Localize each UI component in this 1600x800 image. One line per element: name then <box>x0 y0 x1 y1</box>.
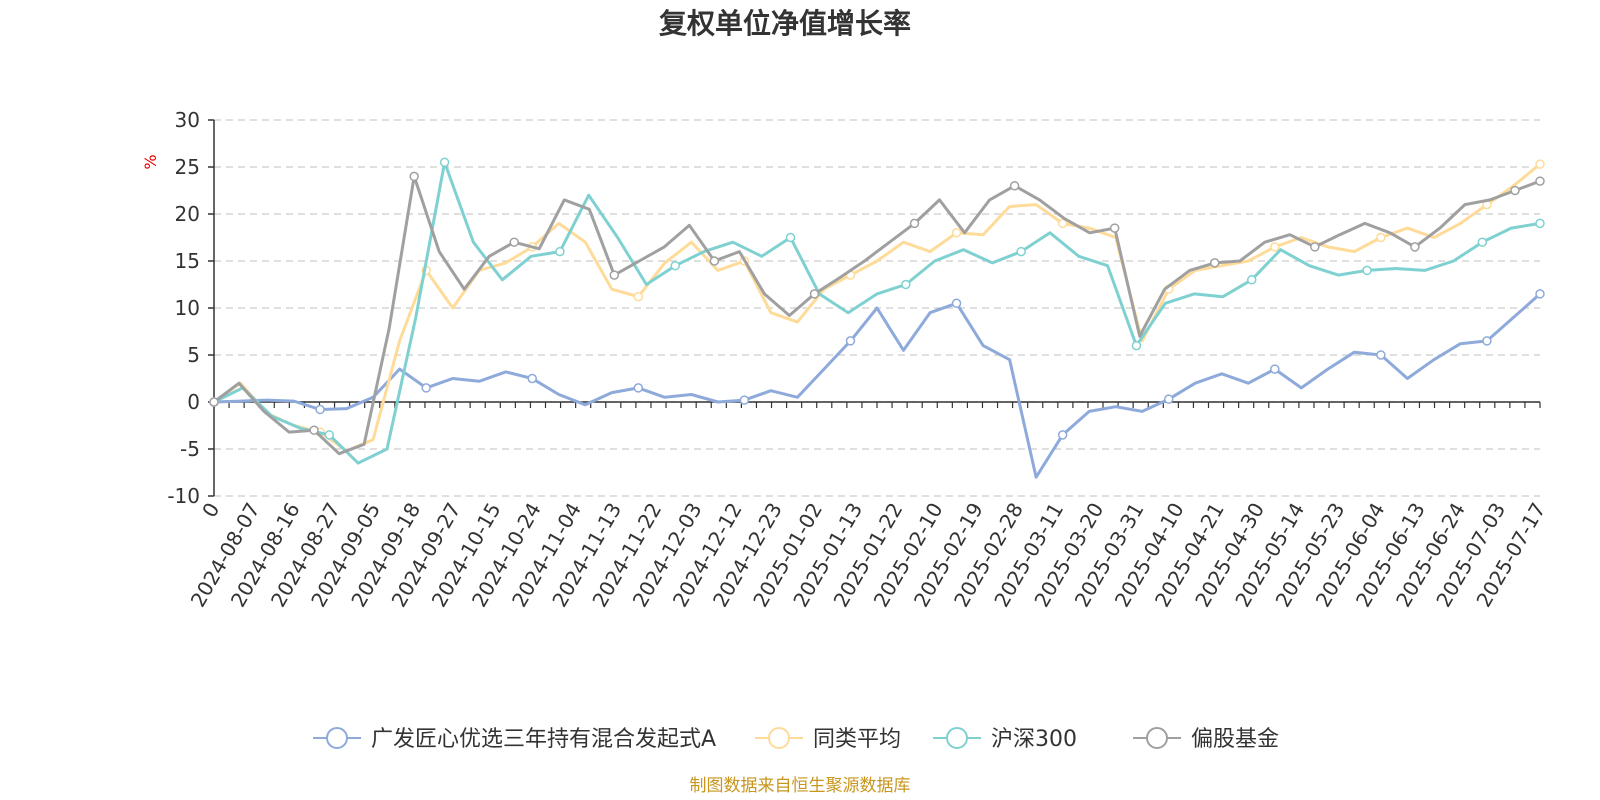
data-point <box>309 425 319 435</box>
data-point <box>509 237 519 247</box>
legend-marker-icon <box>768 727 790 749</box>
series-2 <box>209 157 1545 465</box>
data-point <box>1535 289 1545 299</box>
data-point <box>1535 159 1545 169</box>
data-point <box>1535 218 1545 229</box>
legend-label: 广发匠心优选三年持有混合发起式A <box>371 727 716 752</box>
data-point <box>951 298 962 309</box>
data-point <box>1477 237 1488 247</box>
data-point <box>315 404 325 415</box>
legend-marker-icon <box>1146 727 1168 749</box>
legend-item[interactable]: 偏股基金 <box>1133 727 1279 752</box>
y-axis-unit: % <box>141 154 160 169</box>
data-point <box>633 383 644 393</box>
chart-title: 复权单位净值增长率 <box>659 7 911 40</box>
data-point <box>670 260 680 271</box>
data-point <box>1376 232 1386 243</box>
data-point <box>1210 258 1220 268</box>
legend[interactable]: 广发匠心优选三年持有混合发起式A 同类平均 沪深300 偏股基金 <box>313 727 1279 752</box>
y-tick-label: 10 <box>175 296 200 320</box>
series-group <box>209 157 1545 479</box>
data-point <box>1109 223 1120 233</box>
data-point <box>1482 336 1492 346</box>
data-point <box>1057 430 1068 440</box>
data-point <box>1270 364 1280 374</box>
data-point <box>1510 185 1520 196</box>
series-line <box>213 292 1541 479</box>
y-tick-label: 30 <box>175 108 200 132</box>
data-point <box>709 256 720 266</box>
y-tick-label: 20 <box>175 202 200 226</box>
legend-marker-icon <box>326 727 348 749</box>
y-tick-label: -5 <box>180 437 200 461</box>
data-point <box>1270 242 1280 252</box>
legend-label: 沪深300 <box>991 727 1077 752</box>
y-tick-label: 15 <box>175 249 200 273</box>
data-point <box>809 289 820 299</box>
data-point <box>421 383 431 393</box>
series-line <box>213 174 1541 456</box>
data-point <box>324 430 335 440</box>
legend-label: 同类平均 <box>813 727 901 752</box>
data-point <box>633 291 644 302</box>
data-point <box>909 218 920 229</box>
legend-item[interactable]: 广发匠心优选三年持有混合发起式A <box>313 727 716 752</box>
data-point <box>209 397 219 407</box>
data-point <box>901 279 911 290</box>
legend-marker-icon <box>946 727 968 749</box>
data-point <box>1131 340 1142 351</box>
data-point <box>609 270 620 280</box>
data-point <box>1246 275 1257 285</box>
y-tick-label: 0 <box>187 390 200 414</box>
data-point <box>1016 246 1026 257</box>
data-point <box>527 373 537 384</box>
data-point <box>555 246 565 257</box>
series-line <box>213 160 1541 465</box>
data-point <box>1362 265 1372 276</box>
y-tick-label: 25 <box>175 155 200 179</box>
data-point <box>1163 394 1174 404</box>
data-point <box>951 228 962 238</box>
y-axis: 30 25 20 15 10 5 0 -5 -10 <box>167 108 215 508</box>
x-tick-label: 0 <box>197 499 224 522</box>
data-point <box>439 157 450 168</box>
data-point <box>739 395 750 405</box>
data-point <box>845 336 856 346</box>
series-3 <box>209 171 1545 456</box>
data-point <box>1535 176 1545 186</box>
legend-item[interactable]: 沪深300 <box>933 727 1077 752</box>
data-source-note: 制图数据来自恒生聚源数据库 <box>690 776 911 796</box>
data-point <box>785 232 796 243</box>
legend-item[interactable]: 同类平均 <box>755 727 901 752</box>
data-point <box>1376 350 1386 360</box>
data-point <box>1310 242 1320 252</box>
legend-label: 偏股基金 <box>1191 727 1279 752</box>
data-point <box>1009 181 1020 191</box>
series-0 <box>209 289 1545 479</box>
data-point <box>1410 242 1420 252</box>
y-tick-label: -10 <box>167 484 200 508</box>
y-tick-label: 5 <box>187 343 200 367</box>
data-point <box>409 171 419 182</box>
data-point <box>1057 218 1068 229</box>
